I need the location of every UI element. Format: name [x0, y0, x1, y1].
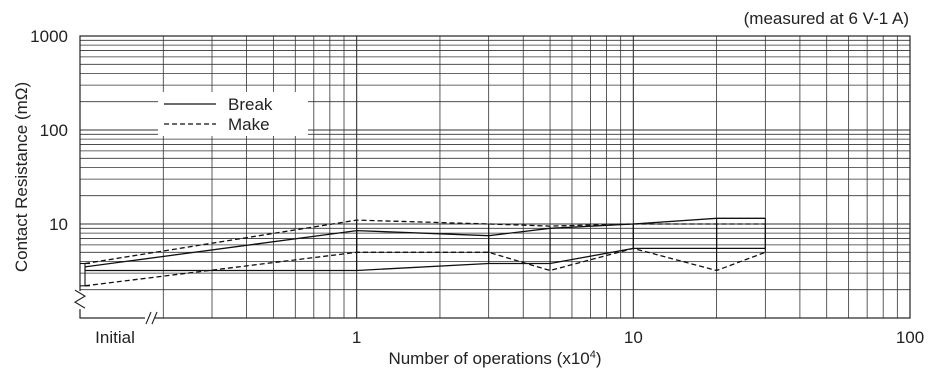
x-axis-label: Number of operations (x104)	[388, 349, 601, 368]
axis-break-cover	[74, 291, 86, 310]
plot-frame	[79, 35, 911, 319]
x-tick-label: 100	[896, 328, 924, 347]
x-tick-label: Initial	[95, 328, 135, 347]
y-tick-label: 1000	[30, 27, 68, 46]
legend-label-make: Make	[228, 115, 270, 134]
x-axis-break-line	[145, 311, 158, 325]
series-layer	[80, 217, 766, 287]
legend-box	[158, 92, 308, 136]
x-tick-label: 10	[624, 328, 643, 347]
y-axis-label: Contact Resistance (mΩ)	[12, 82, 31, 272]
y-tick-label: 100	[40, 121, 68, 140]
tick-labels: Initial 1 10 100 10 100 1000	[30, 27, 924, 347]
axis-break-line	[73, 289, 87, 309]
legend-label-break: Break	[228, 95, 273, 114]
series-break-max-line	[84, 217, 766, 268]
x-axis-break-cover	[145, 313, 155, 325]
grid	[80, 36, 910, 318]
series-break-min-line	[85, 247, 766, 272]
axis-break-mark	[73, 289, 158, 325]
y-tick-label: 10	[49, 215, 68, 234]
x-tick-label: 1	[352, 328, 361, 347]
measurement-note: (measured at 6 V-1 A)	[744, 9, 909, 28]
